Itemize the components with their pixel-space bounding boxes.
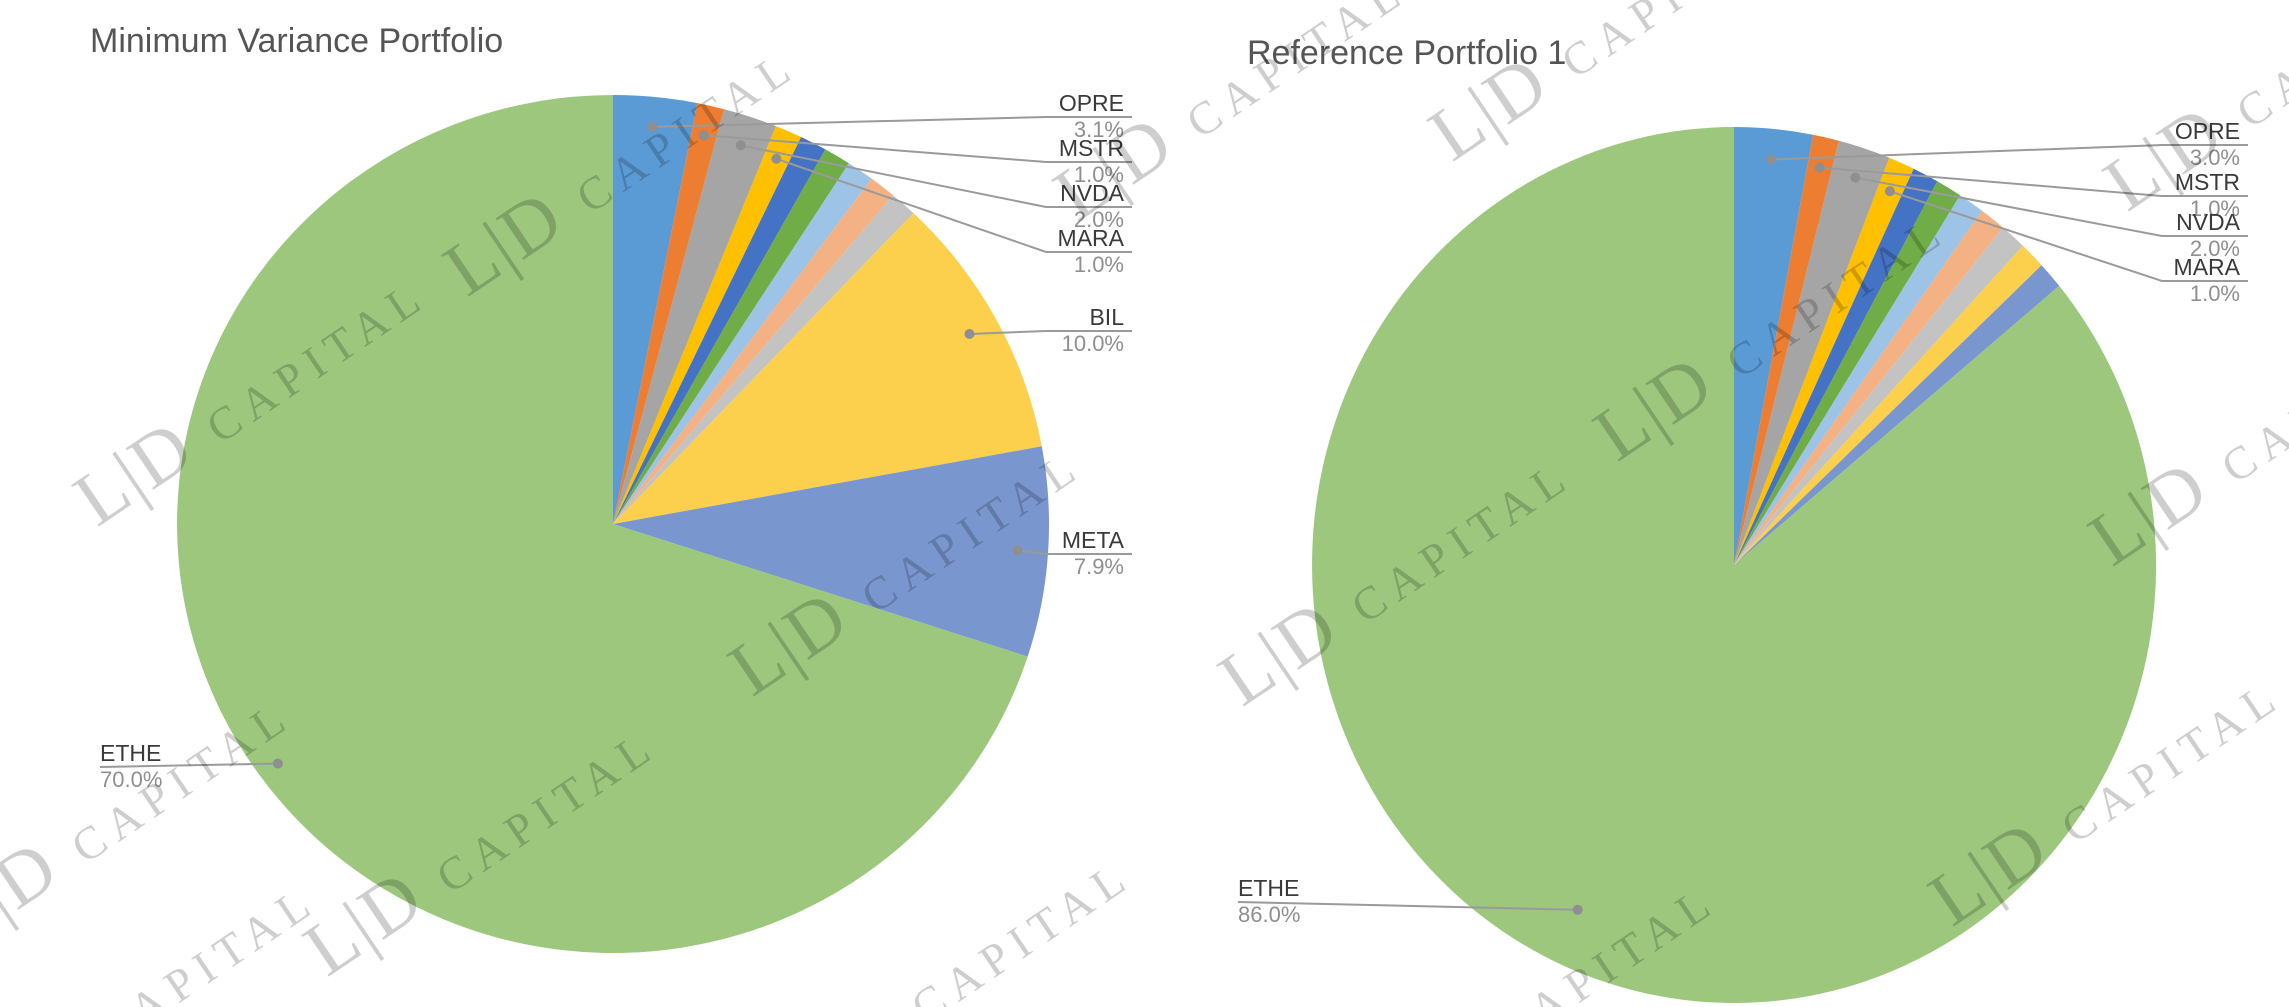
- pie-slice-minor-7: [1734, 210, 2003, 565]
- leader-dot-nvda: [735, 140, 746, 151]
- leader-line-ethe: [1237, 901, 1578, 911]
- slice-label-mara: MARA: [1058, 225, 1125, 251]
- leader-line-mara: [1889, 190, 2248, 282]
- pie-slice-mstr: [613, 103, 725, 524]
- pie-slice-minor-10: [1734, 265, 2060, 565]
- leader-dot-nvda: [1850, 172, 1861, 183]
- leader-dot-ethe: [272, 758, 283, 769]
- slice-percent-nvda: 2.0%: [1074, 207, 1124, 232]
- pie-slice-mara: [613, 126, 802, 524]
- slice-label-opre: OPRE: [1059, 90, 1124, 116]
- leader-dot-ethe: [1572, 904, 1583, 915]
- slice-percent-meta: 7.9%: [1074, 554, 1124, 579]
- leader-line-opre: [652, 116, 1132, 128]
- pie-chart-left: OPRE3.1%MSTR1.0%NVDA2.0%MARA1.0%BIL10.0%…: [99, 90, 1132, 953]
- slice-label-mara: MARA: [2174, 254, 2241, 280]
- leader-line-ethe: [99, 762, 278, 768]
- slice-percent-mstr: 1.0%: [2190, 196, 2240, 221]
- slice-percent-opre: 3.1%: [1074, 117, 1124, 142]
- pie-slice-opre: [613, 95, 698, 524]
- slice-percent-ethe: 86.0%: [1238, 902, 1300, 927]
- slice-percent-mara: 1.0%: [1074, 252, 1124, 277]
- slice-label-nvda: NVDA: [1060, 180, 1125, 206]
- leader-dot-mara: [771, 153, 782, 164]
- leader-dot-meta: [1012, 545, 1023, 556]
- pie-slice-minor-5: [613, 149, 849, 524]
- leader-line-nvda: [1855, 176, 2248, 237]
- slice-label-mstr: MSTR: [1059, 135, 1124, 161]
- chart-title-left: Minimum Variance Portfolio: [90, 22, 503, 60]
- slice-label-bil: BIL: [1089, 304, 1124, 330]
- leader-dot-opre: [1765, 154, 1776, 165]
- slice-percent-mara: 1.0%: [2190, 281, 2240, 306]
- pie-slice-minor-7: [613, 178, 893, 524]
- chart-title-right: Reference Portfolio 1: [1247, 34, 1566, 72]
- slice-label-mstr: MSTR: [2175, 169, 2240, 195]
- pie-slice-nvda: [1734, 140, 1890, 566]
- leader-line-mara: [776, 157, 1132, 253]
- pie-slice-mstr: [1734, 134, 1839, 566]
- leader-line-opre: [1770, 144, 2248, 161]
- leader-dot-mstr: [698, 130, 709, 141]
- leader-dot-opre: [647, 121, 658, 132]
- leader-line-mstr: [1819, 166, 2248, 197]
- pie-slice-minor-4: [1734, 168, 1938, 565]
- leader-dot-bil: [964, 329, 975, 339]
- pie-slice-opre: [1734, 127, 1814, 565]
- slice-label-nvda: NVDA: [2176, 209, 2241, 235]
- leader-dot-mstr: [1814, 162, 1825, 173]
- leader-line-meta: [1017, 549, 1132, 555]
- pie-slice-minor-4: [613, 137, 826, 524]
- slice-percent-bil: 10.0%: [1062, 331, 1124, 356]
- pie-slice-minor-8: [613, 195, 914, 524]
- pie-slice-mara: [1734, 157, 1914, 566]
- leader-line-nvda: [740, 144, 1132, 208]
- pie-chart-right: OPRE3.0%MSTR1.0%NVDA2.0%MARA1.0%ETHE86.0…: [1237, 118, 2248, 1003]
- slice-percent-mstr: 1.0%: [1074, 162, 1124, 187]
- slice-label-ethe: ETHE: [1238, 875, 1299, 901]
- pie-slice-ethe: [177, 95, 1028, 953]
- slice-label-ethe: ETHE: [100, 740, 161, 766]
- pie-slice-bil: [613, 213, 1042, 524]
- slice-percent-opre: 3.0%: [2190, 145, 2240, 170]
- leader-line-bil: [969, 330, 1132, 335]
- slice-percent-nvda: 2.0%: [2190, 236, 2240, 261]
- slice-percent-ethe: 70.0%: [100, 767, 162, 792]
- pie-slice-nvda: [613, 109, 776, 524]
- pie-slice-ethe: [1312, 127, 2157, 1003]
- pie-slice-minor-9: [1734, 245, 2042, 565]
- pie-slice-meta: [613, 446, 1050, 657]
- pie-slice-minor-8: [1734, 227, 2023, 565]
- pie-slice-minor-5: [1734, 181, 1961, 565]
- pie-slice-minor-6: [613, 163, 872, 524]
- leader-dot-mara: [1884, 186, 1895, 197]
- slice-label-opre: OPRE: [2175, 118, 2240, 144]
- slice-label-meta: META: [1062, 527, 1125, 553]
- pie-slice-minor-6: [1734, 195, 1982, 565]
- leader-line-mstr: [703, 134, 1132, 163]
